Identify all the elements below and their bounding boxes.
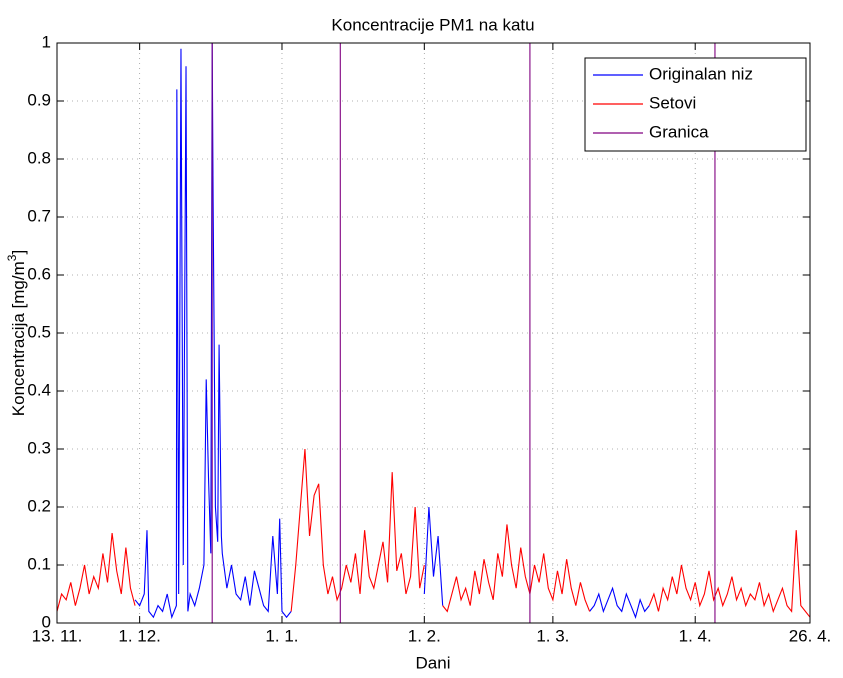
y-tick-label: 0 <box>42 612 51 631</box>
x-tick-label: 1. 3. <box>536 626 569 645</box>
x-tick-label: 1. 2. <box>408 626 441 645</box>
chart-title: Koncentracije PM1 na katu <box>331 15 534 34</box>
series-line <box>57 448 810 618</box>
y-tick-label: 0.4 <box>27 380 51 399</box>
x-axis-label: Dani <box>416 653 451 672</box>
y-axis-label-text: Koncentracija [mg/m <box>9 261 28 416</box>
y-tick-label: 0.8 <box>27 148 51 167</box>
y-tick-label: 0.3 <box>27 438 51 457</box>
legend-label: Setovi <box>649 93 696 112</box>
x-tick-label: 1. 1. <box>265 626 298 645</box>
series-line <box>134 43 650 620</box>
y-tick-label: 1 <box>42 32 51 51</box>
legend-label: Granica <box>649 122 709 141</box>
x-tick-label: 1. 12. <box>118 626 161 645</box>
y-tick-label: 0.5 <box>27 322 51 341</box>
y-tick-label: 0.6 <box>27 264 51 283</box>
ticks: 0 0.1 0.2 0.3 0.4 0.5 0.6 0.7 0.8 0.9 1 13. 11. 1. 1… <box>27 32 831 645</box>
x-tick-label: 1. 4. <box>679 626 712 645</box>
y-tick-label: 0.2 <box>27 496 51 515</box>
y-tick-label: 0.1 <box>27 554 51 573</box>
x-tick-label: 13. 11. <box>32 626 83 645</box>
legend: Originalan niz Setovi Granica <box>584 57 807 152</box>
y-axis-label-sup: 3 <box>5 254 19 261</box>
y-tick-label: 0.7 <box>27 206 51 225</box>
y-tick-label: 0.9 <box>27 90 51 109</box>
x-tick-label: 26. 4. <box>789 626 832 645</box>
y-axis-label-end: ] <box>9 250 28 255</box>
legend-label: Originalan niz <box>649 64 753 83</box>
y-axis-label: Koncentracija [mg/m3] <box>5 250 28 416</box>
